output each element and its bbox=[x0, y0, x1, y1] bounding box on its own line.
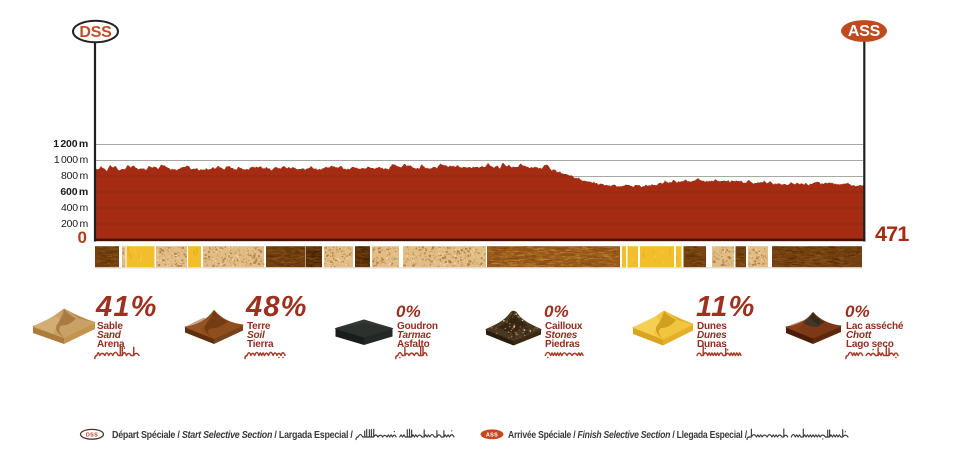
svg-text:ASS: ASS bbox=[486, 433, 498, 439]
svg-text:DSS: DSS bbox=[86, 433, 98, 439]
